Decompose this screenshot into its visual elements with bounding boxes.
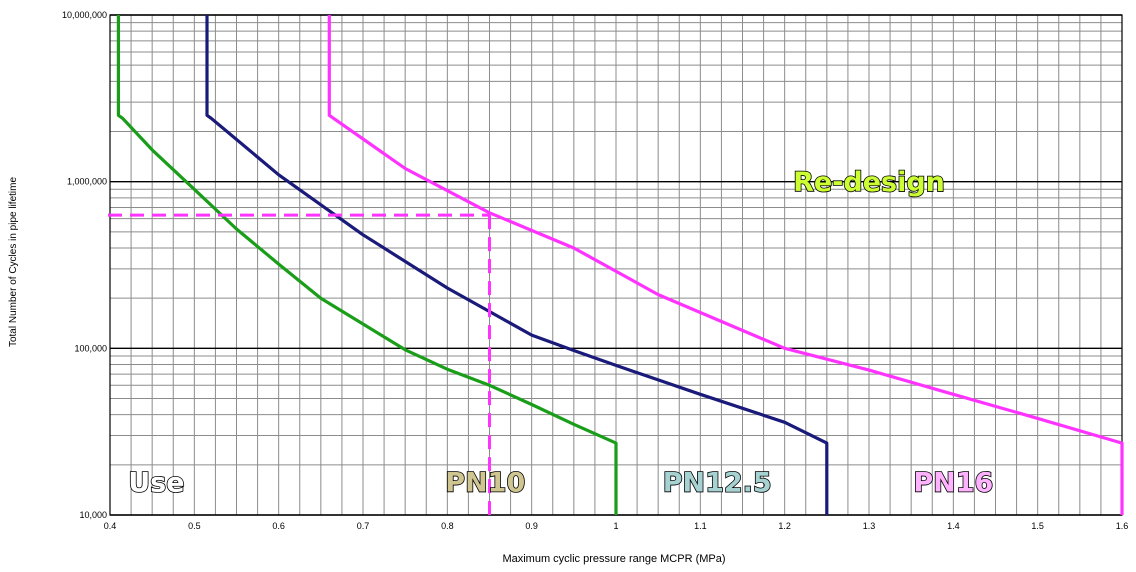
x-tick-label: 1.6 [1116, 521, 1129, 531]
y-axis-title: Total Number of Cycles in pipe lifetime [8, 177, 19, 348]
x-tick-label: 0.5 [188, 521, 201, 531]
zone-label-pn10: PN10 [445, 468, 525, 499]
x-tick-label: 1.3 [863, 521, 876, 531]
x-tick-label: 0.6 [272, 521, 285, 531]
series-line-pn16 [327, 15, 1124, 515]
y-tick-label: 10,000 [79, 510, 107, 520]
x-tick-label: 0.9 [525, 521, 538, 531]
y-tick-label: 100,000 [74, 343, 107, 353]
zone-annotations: Use PN10 PN12.5 PN16 Re-design [127, 166, 994, 499]
grid [109, 14, 1123, 516]
x-tick-label: 0.4 [104, 521, 117, 531]
series-line-pn10 [116, 15, 618, 515]
reference-lines [108, 213, 491, 515]
x-tick-label: 1 [613, 521, 618, 531]
zone-label-pn16: PN16 [913, 468, 993, 499]
tick-labels: 0.4 0.5 0.6 0.7 0.8 0.9 1 1.1 1.2 1.3 1.4 1.5 1.6 10,… [62, 10, 1128, 531]
zone-label-pn12-5: PN12.5 [663, 468, 772, 499]
x-tick-label: 1.1 [694, 521, 707, 531]
x-tick-label: 1.2 [778, 521, 791, 531]
series-lines [116, 15, 1124, 515]
zone-label-re-design: Re-design [793, 167, 945, 198]
x-axis-title: Maximum cyclic pressure range MCPR (MPa) [502, 553, 725, 565]
series-line-pn12-5 [205, 15, 829, 515]
x-tick-label: 1.4 [947, 521, 960, 531]
y-tick-label: 10,000,000 [62, 10, 107, 20]
zone-label-use: Use [128, 468, 184, 499]
x-tick-label: 0.7 [357, 521, 370, 531]
x-tick-label: 1.5 [1031, 521, 1044, 531]
x-tick-label: 0.8 [441, 521, 454, 531]
y-tick-label: 1,000,000 [67, 177, 107, 187]
